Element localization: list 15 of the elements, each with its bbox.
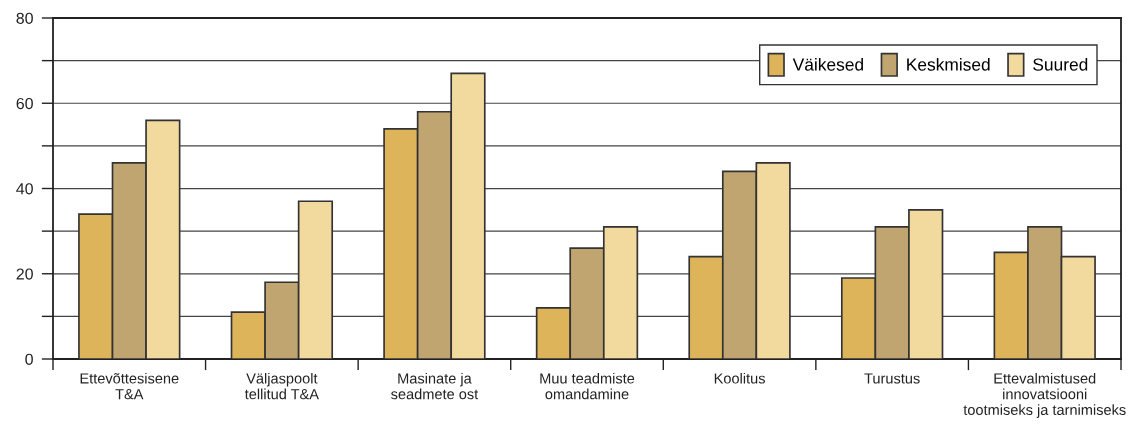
x-tick-label: Väljaspoolt tellitud T&A bbox=[244, 372, 319, 400]
y-tick-label: 20 bbox=[16, 268, 33, 280]
x-tick-label: Ettevalmistused innovatsiooni tootmiseks ja tarnimiseks bbox=[963, 372, 1126, 418]
x-tick-label: Turustus bbox=[864, 373, 920, 384]
y-tick-label: 60 bbox=[16, 97, 33, 110]
y-tick-label: 0 bbox=[25, 353, 33, 365]
y-tick-label: 40 bbox=[16, 183, 33, 195]
x-tick-label: Koolitus bbox=[714, 372, 765, 384]
x-tick-label: Masinate ja seadmete ost bbox=[391, 372, 479, 400]
legend-label: Keskmised bbox=[907, 57, 990, 71]
legend-label: Väikesed bbox=[792, 57, 863, 71]
legend-label: Suured bbox=[1033, 57, 1088, 71]
y-tick-label: 80 bbox=[16, 12, 33, 24]
x-tick-label: Ettevõttesisene T&A bbox=[80, 372, 179, 400]
x-tick-label: Muu teadmiste omandamine bbox=[540, 372, 635, 400]
